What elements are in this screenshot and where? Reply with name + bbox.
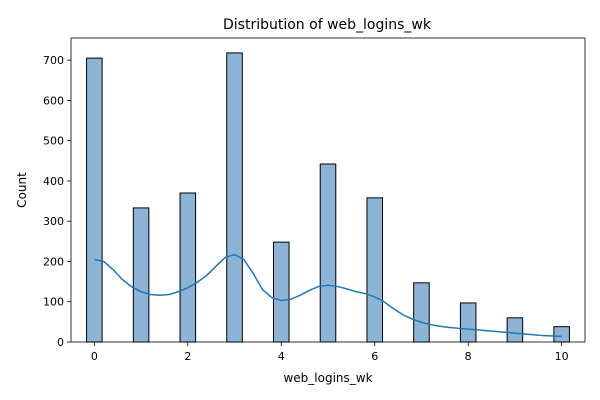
histogram-bar (459, 302, 477, 343)
y-tick-label: 700 (43, 54, 64, 67)
histogram-bar (366, 197, 384, 343)
y-tick-label: 400 (43, 175, 64, 188)
histogram-bar (226, 52, 243, 343)
histogram-bar (132, 207, 150, 343)
x-axis-label: web_logins_wk (283, 371, 372, 385)
histogram-bar (553, 326, 570, 343)
x-tick-label: 2 (184, 350, 191, 363)
y-axis-ticks: 0 100 200 300 400 500 600 700 (43, 54, 71, 349)
kde-curve (94, 253, 562, 338)
histogram-bar (413, 282, 430, 343)
y-tick-label: 0 (57, 336, 64, 349)
histogram-bar (319, 163, 337, 343)
x-axis-ticks: 0 2 4 6 8 10 (91, 342, 569, 363)
y-tick-label: 300 (43, 215, 64, 228)
x-tick-label: 6 (371, 350, 378, 363)
histogram-bar (179, 192, 197, 343)
y-tick-label: 600 (43, 94, 64, 107)
x-tick-label: 10 (555, 350, 569, 363)
bars-group (86, 52, 570, 343)
y-tick-label: 500 (43, 135, 64, 148)
histogram-bar (506, 317, 524, 343)
x-tick-label: 8 (465, 350, 472, 363)
x-tick-label: 0 (91, 350, 98, 363)
plot-frame (70, 37, 586, 343)
y-axis-label: Count (15, 172, 29, 208)
y-tick-label: 200 (43, 255, 64, 268)
histogram-bar (86, 57, 103, 343)
x-tick-label: 4 (278, 350, 285, 363)
chart-title: Distribution of web_logins_wk (223, 17, 432, 33)
y-tick-label: 100 (43, 296, 64, 309)
histogram-bar (272, 241, 290, 343)
